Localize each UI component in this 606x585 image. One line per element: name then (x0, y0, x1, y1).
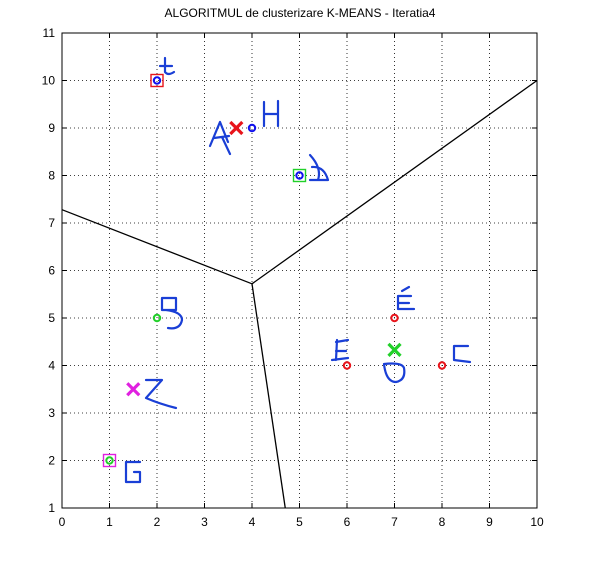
point-box-a (150, 73, 164, 88)
point-d (295, 171, 304, 180)
centroid-stroke (387, 342, 402, 357)
x-tick-label: 10 (530, 515, 544, 529)
plot-frame (61, 32, 538, 509)
point-f (342, 361, 352, 370)
x-tick-label: 2 (154, 515, 161, 529)
y-tick-label: 3 (48, 406, 55, 420)
y-tick-label: 8 (48, 169, 55, 183)
x-tick-label: 6 (344, 515, 351, 529)
handwritten-label-g (124, 460, 142, 484)
y-tick-label: 9 (48, 121, 55, 135)
point-a (152, 76, 162, 85)
point-box-d (292, 168, 307, 183)
x-tick-label: 5 (296, 515, 303, 529)
point-c (437, 361, 447, 370)
point-g (105, 456, 114, 465)
x-tick-label: 1 (106, 515, 113, 529)
centroid-stroke (126, 382, 141, 397)
handwritten-label-d (308, 153, 330, 182)
centroid-3 (126, 382, 141, 397)
chart-title: ALGORITMUL de clusterizare K-MEANS - Ite… (164, 6, 436, 20)
cluster-boundary (251, 79, 538, 285)
y-tick-label: 11 (43, 26, 56, 40)
centroid-1 (229, 120, 244, 136)
voronoi-boundaries (61, 79, 538, 509)
handwritten-labels (124, 56, 472, 484)
cluster-boundary (251, 283, 286, 509)
point-b (152, 313, 162, 323)
handwritten-label-2 (144, 378, 178, 410)
point-h (247, 123, 257, 133)
y-tick-label: 6 (48, 264, 55, 278)
x-tick-label: 9 (486, 515, 493, 529)
point-box-g (102, 453, 117, 468)
y-tick-label: 1 (48, 501, 55, 515)
x-tick-label: 3 (201, 515, 208, 529)
handwritten-mark-centroid (208, 120, 232, 156)
y-tick-label: 5 (48, 311, 55, 325)
handwritten-label-e (396, 285, 416, 311)
handwritten-label-f (330, 338, 350, 362)
point-e (390, 313, 399, 323)
x-tick-label: 0 (59, 515, 66, 529)
y-tick-label: 2 (48, 454, 55, 468)
handwritten-label-c (452, 344, 472, 364)
handwritten-mark-o (382, 362, 406, 384)
x-tick-label: 7 (391, 515, 398, 529)
cluster-boundary (61, 209, 253, 285)
centroid-2 (387, 342, 402, 357)
x-tick-label: 8 (439, 515, 446, 529)
x-tick-label: 4 (249, 515, 256, 529)
grid-lines (61, 32, 538, 509)
centroid-stroke (229, 120, 244, 136)
handwritten-label-b (160, 296, 184, 330)
handwritten-label-a (158, 56, 176, 76)
y-tick-label: 10 (42, 74, 56, 88)
y-tick-label: 7 (48, 216, 55, 230)
data-marks (102, 73, 447, 468)
axis-ticks (61, 32, 538, 509)
y-tick-label: 4 (48, 359, 55, 373)
handwritten-label-h (262, 99, 280, 128)
